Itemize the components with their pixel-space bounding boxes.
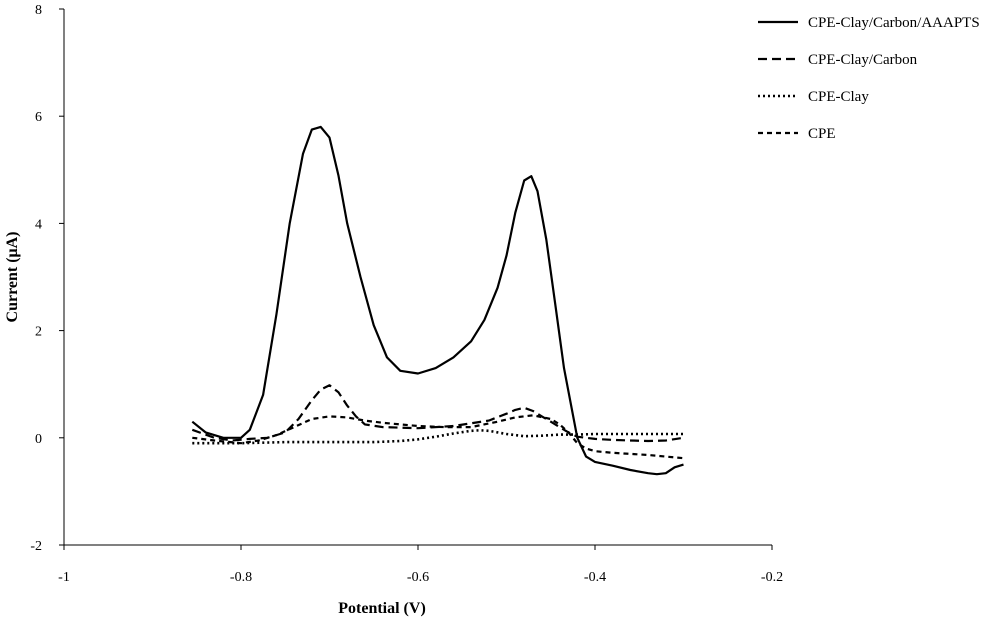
y-tick-label: 8 [35,3,42,18]
y-tick-label: 6 [35,110,42,125]
plot-axes: -2 0 2 4 6 8 -1 -0.8 -0.6 -0.4 -0.2 [30,3,783,585]
y-tick-label: -2 [30,539,42,554]
series-line-2 [191,384,684,443]
y-axis-title: Current (μA) [4,232,21,323]
series-line-1 [191,125,684,476]
legend-label-3: CPE-Clay [808,89,869,105]
x-tick-label: -0.6 [407,570,429,585]
x-tick-label: -1 [58,570,70,585]
legend-label-4: CPE [808,126,836,142]
legend-label-1: CPE-Clay/Carbon/AAAPTS [808,15,980,31]
series-line-3 [192,428,684,445]
y-tick-label: 2 [35,325,42,340]
y-tick-label: 0 [35,432,42,447]
y-tick-label: 4 [35,217,42,232]
series-line-4 [192,414,684,460]
plot-series [191,125,684,476]
x-axis-title: Potential (V) [338,600,426,617]
legend: CPE-Clay/Carbon/AAAPTS CPE-Clay/Carbon CPE… [758,15,980,142]
x-tick-label: -0.4 [584,570,606,585]
x-tick-label: -0.8 [230,570,252,585]
x-tick-label: -0.2 [761,570,783,585]
legend-label-2: CPE-Clay/Carbon [808,52,918,68]
